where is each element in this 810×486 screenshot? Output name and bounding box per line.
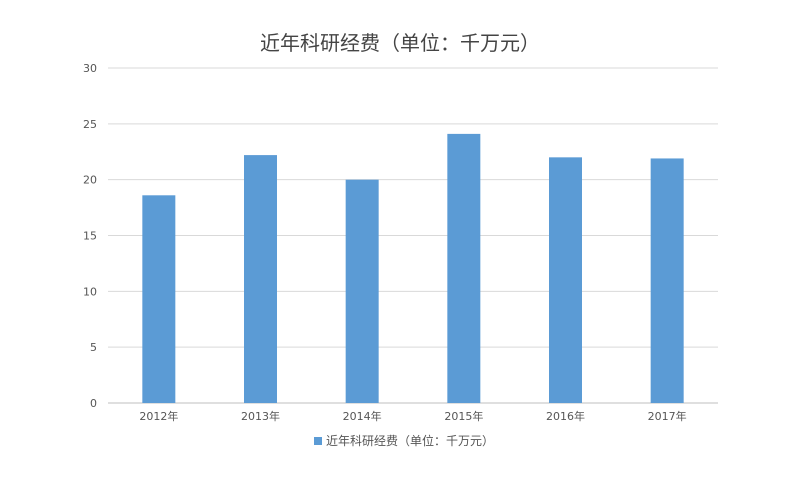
bar	[650, 158, 684, 403]
x-tick-label: 2017年	[648, 409, 687, 423]
bar	[244, 155, 277, 403]
x-tick-label: 2016年	[546, 409, 585, 423]
bars	[142, 133, 684, 403]
legend-label: 近年科研经费（单位：千万元）	[326, 433, 494, 448]
x-tick-label: 2013年	[241, 409, 280, 423]
y-tick-label: 0	[90, 397, 97, 410]
x-tick-label: 2014年	[343, 409, 382, 423]
bar	[345, 179, 379, 403]
y-axis-ticks: 0 5 10 15 20 25 30	[83, 62, 97, 410]
y-tick-label: 10	[83, 285, 97, 298]
y-tick-label: 30	[83, 62, 97, 75]
legend: 近年科研经费（单位：千万元）	[314, 433, 494, 448]
x-tick-label: 2012年	[139, 409, 178, 423]
bar	[549, 157, 582, 403]
x-axis-ticks: 2012年 2013年 2014年 2015年 2016年 2017年	[139, 409, 686, 423]
legend-swatch	[314, 437, 322, 445]
gridlines	[108, 67, 718, 404]
y-tick-label: 25	[83, 118, 97, 131]
y-tick-label: 20	[83, 174, 97, 187]
bar	[447, 133, 481, 403]
x-tick-label: 2015年	[444, 409, 483, 423]
y-tick-label: 5	[90, 341, 97, 354]
bar	[142, 195, 176, 403]
chart-title: 近年科研经费（单位：千万元）	[260, 31, 540, 55]
y-tick-label: 15	[83, 230, 97, 243]
